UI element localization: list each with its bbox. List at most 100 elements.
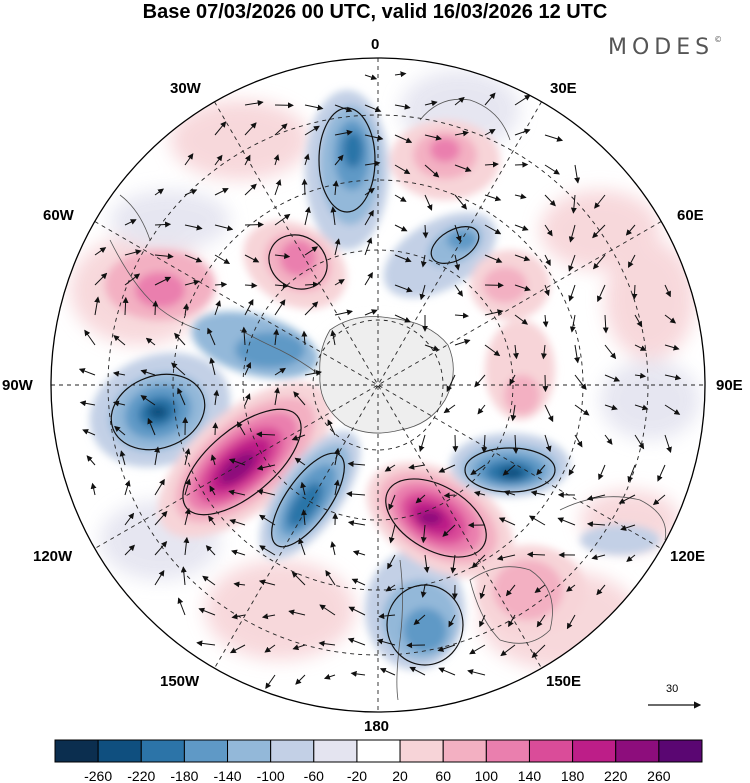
- wind-vector: [477, 404, 486, 415]
- wind-vector: [604, 344, 617, 360]
- wind-vector: [334, 238, 341, 256]
- colorbar-tick-label: -140: [214, 768, 242, 783]
- wind-vector: [334, 129, 353, 136]
- wind-vector: [446, 374, 456, 393]
- brand-logo: MODES©: [608, 35, 722, 60]
- wind-vector: [259, 545, 276, 556]
- colorbar-swatch: [615, 739, 660, 763]
- wind-vector: [454, 164, 472, 172]
- colorbar-tick-label: 100: [475, 768, 499, 783]
- wind-vector: [274, 367, 286, 376]
- wind-vector: [566, 614, 576, 630]
- wind-vector: [202, 575, 216, 586]
- wind-vector: [236, 421, 246, 436]
- wind-vector: [484, 129, 496, 136]
- wind-vector: [628, 254, 636, 268]
- wind-vector: [210, 454, 217, 466]
- wind-vector: [544, 404, 554, 423]
- wind-vector: [293, 391, 306, 406]
- wind-vector: [634, 404, 649, 411]
- wind-vector: [274, 123, 288, 136]
- brand-mark: ©: [714, 35, 723, 44]
- wind-vector: [586, 521, 606, 528]
- wind-vector: [484, 344, 501, 357]
- wind-vector: [438, 464, 456, 473]
- wind-vector: [514, 94, 531, 106]
- wind-vector: [364, 74, 378, 81]
- lon-label-60w: 60W: [43, 207, 74, 224]
- wind-vector: [443, 404, 456, 414]
- wind-vector: [604, 374, 621, 382]
- wind-vector: [154, 221, 172, 228]
- wind-vector: [664, 314, 677, 324]
- wind-vector: [394, 71, 407, 78]
- wind-vector: [510, 404, 517, 422]
- map-boundary: [50, 57, 706, 713]
- lon-label-150w: 150W: [160, 673, 200, 690]
- wind-vector: [228, 458, 246, 466]
- wind-vector: [586, 494, 606, 501]
- wind-vector: [112, 370, 126, 377]
- brand-name: MODES: [608, 35, 715, 60]
- wind-vector: [574, 434, 583, 448]
- colorbar-tick-label: 60: [435, 768, 451, 783]
- wind-vector: [597, 284, 606, 303]
- wind-vector: [454, 338, 471, 346]
- wind-vector: [568, 224, 576, 243]
- colorbar-swatch: [97, 739, 142, 763]
- wind-vector: [334, 309, 353, 316]
- wind-vector: [424, 344, 440, 352]
- wind-vector: [502, 464, 516, 476]
- wind-vector: [484, 309, 504, 316]
- wind-vector: [244, 361, 252, 376]
- wind-vector: [364, 160, 381, 167]
- wind-vector: [514, 224, 529, 231]
- wind-vector: [424, 164, 440, 178]
- wind-vector: [634, 434, 645, 450]
- wind-vector: [152, 300, 159, 316]
- wind-vector: [454, 96, 465, 106]
- wind-vector: [423, 554, 430, 573]
- wind-vector: [452, 434, 459, 453]
- wind-vector: [140, 369, 156, 376]
- wind-vector: [154, 276, 172, 286]
- wind-vector: [124, 512, 135, 526]
- wind-vector: [509, 374, 516, 386]
- wind-vector: [154, 569, 165, 586]
- wind-vector: [304, 125, 320, 136]
- wind-vector: [244, 122, 257, 136]
- wind-vector: [664, 374, 682, 381]
- wind-vector: [481, 434, 488, 454]
- wind-vector: [536, 464, 546, 476]
- wind-vector: [214, 300, 221, 316]
- wind-vector: [598, 464, 606, 481]
- wind-vector: [214, 154, 223, 166]
- wind-vector: [241, 326, 248, 346]
- wind-vector: [154, 541, 168, 556]
- wind-vector: [229, 644, 246, 654]
- wind-vector: [330, 541, 337, 556]
- colorbar-tick-label: 180: [561, 768, 585, 783]
- wind-vector: [347, 520, 366, 527]
- wind-vector: [474, 374, 486, 388]
- wind-vector: [557, 517, 576, 526]
- wind-vector: [212, 422, 219, 436]
- wind-vector: [413, 614, 426, 626]
- wind-vector: [301, 178, 308, 196]
- lon-label-60e: 60E: [677, 207, 704, 224]
- wind-vector: [274, 282, 289, 289]
- wind-vector: [536, 614, 546, 628]
- colorbar-swatch: [442, 739, 487, 763]
- wind-vector: [256, 489, 276, 496]
- wind-vectors: [78, 71, 682, 690]
- wind-vector: [508, 614, 516, 628]
- wind-vector: [394, 134, 413, 143]
- wind-vector: [364, 237, 373, 256]
- wind-vector: [420, 254, 427, 268]
- wind-vector: [484, 92, 496, 106]
- wind-vector: [568, 464, 576, 476]
- wind-vector: [304, 370, 322, 376]
- wind-vector: [184, 153, 194, 166]
- wind-vector: [479, 614, 486, 628]
- wind-vector: [265, 674, 276, 690]
